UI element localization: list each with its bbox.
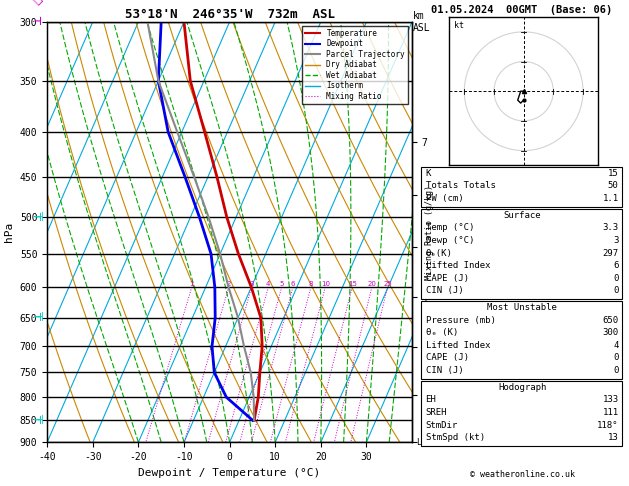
- Text: ⊣: ⊣: [33, 311, 41, 324]
- Text: 10: 10: [321, 281, 330, 287]
- Text: ⊣: ⊣: [33, 211, 44, 224]
- Text: 1.1: 1.1: [603, 194, 618, 203]
- Text: 133: 133: [603, 395, 618, 404]
- Text: SREH: SREH: [426, 408, 447, 417]
- Text: 20: 20: [367, 281, 376, 287]
- Text: 13: 13: [608, 433, 618, 442]
- Text: kt: kt: [454, 21, 464, 31]
- Text: ⊣: ⊣: [33, 414, 41, 427]
- Text: EH: EH: [426, 395, 437, 404]
- Text: 3.3: 3.3: [603, 223, 618, 232]
- Text: 25: 25: [383, 281, 392, 287]
- Text: © weatheronline.co.uk: © weatheronline.co.uk: [470, 469, 574, 479]
- Text: Hodograph: Hodograph: [498, 382, 546, 392]
- Text: 8: 8: [309, 281, 313, 287]
- Text: 6: 6: [613, 261, 618, 270]
- Text: 0: 0: [613, 353, 618, 363]
- Text: km: km: [413, 11, 425, 21]
- Text: CIN (J): CIN (J): [426, 286, 463, 295]
- Text: ⊣: ⊣: [33, 311, 44, 324]
- Text: 01.05.2024  00GMT  (Base: 06): 01.05.2024 00GMT (Base: 06): [431, 5, 613, 15]
- Text: 0: 0: [613, 274, 618, 283]
- X-axis label: Dewpoint / Temperature (°C): Dewpoint / Temperature (°C): [138, 468, 321, 478]
- Text: Pressure (mb): Pressure (mb): [426, 315, 496, 325]
- Text: 118°: 118°: [597, 420, 618, 430]
- Text: StmDir: StmDir: [426, 420, 458, 430]
- Text: Surface: Surface: [503, 210, 541, 220]
- Text: θₑ(K): θₑ(K): [426, 248, 452, 258]
- Text: 3: 3: [249, 281, 254, 287]
- Text: 111: 111: [603, 408, 618, 417]
- Text: 6: 6: [291, 281, 295, 287]
- Text: Lifted Index: Lifted Index: [426, 261, 490, 270]
- Text: 0: 0: [613, 366, 618, 375]
- Text: ⊣: ⊣: [33, 16, 41, 28]
- Text: 50: 50: [608, 181, 618, 191]
- Text: Lifted Index: Lifted Index: [426, 341, 490, 350]
- Text: CAPE (J): CAPE (J): [426, 274, 469, 283]
- Y-axis label: hPa: hPa: [4, 222, 14, 242]
- Text: PW (cm): PW (cm): [426, 194, 463, 203]
- Text: 4: 4: [266, 281, 270, 287]
- Text: StmSpd (kt): StmSpd (kt): [426, 433, 485, 442]
- Text: 1: 1: [189, 281, 194, 287]
- Legend: Temperature, Dewpoint, Parcel Trajectory, Dry Adiabat, Wet Adiabat, Isotherm, Mi: Temperature, Dewpoint, Parcel Trajectory…: [302, 26, 408, 104]
- Text: Most Unstable: Most Unstable: [487, 303, 557, 312]
- Text: 297: 297: [603, 248, 618, 258]
- Text: K: K: [426, 169, 431, 178]
- Text: Totals Totals: Totals Totals: [426, 181, 496, 191]
- Text: ⤳: ⤳: [30, 0, 44, 6]
- Text: ASL: ASL: [413, 22, 431, 33]
- Text: ⊣: ⊣: [33, 211, 41, 224]
- Text: 15: 15: [608, 169, 618, 178]
- Text: 3: 3: [613, 236, 618, 245]
- Text: 2: 2: [226, 281, 231, 287]
- Text: CAPE (J): CAPE (J): [426, 353, 469, 363]
- Text: 0: 0: [613, 286, 618, 295]
- Text: LCL: LCL: [416, 438, 431, 447]
- Text: 15: 15: [348, 281, 357, 287]
- Text: 300: 300: [603, 328, 618, 337]
- Text: 650: 650: [603, 315, 618, 325]
- Text: CIN (J): CIN (J): [426, 366, 463, 375]
- Text: Temp (°C): Temp (°C): [426, 223, 474, 232]
- Text: 4: 4: [613, 341, 618, 350]
- Text: ⊣: ⊣: [33, 414, 44, 427]
- Text: Dewp (°C): Dewp (°C): [426, 236, 474, 245]
- Text: θₑ (K): θₑ (K): [426, 328, 458, 337]
- Text: 5: 5: [279, 281, 284, 287]
- Text: Mixing Ratio (g/kg): Mixing Ratio (g/kg): [425, 185, 434, 279]
- Title: 53°18'N  246°35'W  732m  ASL: 53°18'N 246°35'W 732m ASL: [125, 8, 335, 21]
